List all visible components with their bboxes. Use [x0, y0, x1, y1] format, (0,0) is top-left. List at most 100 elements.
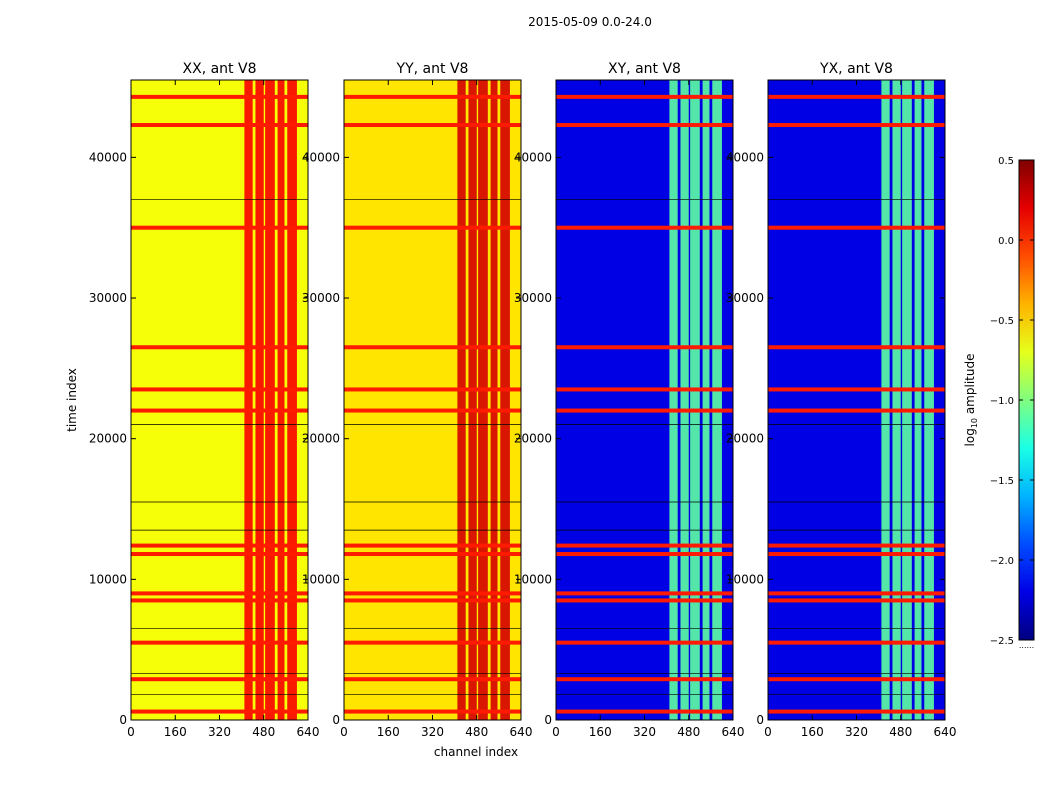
x-tick-label: 0 [552, 725, 560, 739]
y-tick-label: 20000 [89, 432, 127, 446]
flagged-time-row [768, 94, 945, 99]
x-tick-label: 640 [722, 725, 745, 739]
flagged-time-row [556, 387, 733, 392]
flagged-time-row [556, 123, 733, 128]
x-tick-label: 480 [889, 725, 912, 739]
rfi-channel-band [255, 80, 264, 720]
rfi-channel-band [669, 80, 678, 720]
flagged-time-row [131, 677, 308, 682]
x-tick-label: 480 [677, 725, 700, 739]
flagged-time-row [131, 709, 308, 714]
colorbar-tick-label: −1.0 [990, 396, 1014, 407]
rfi-channel-band [265, 80, 275, 720]
y-tick-label: 40000 [302, 150, 340, 164]
x-tick-label: 320 [845, 725, 868, 739]
y-tick-label: 20000 [302, 432, 340, 446]
figure-title: 2015-05-09 0.0-24.0 [528, 15, 652, 29]
x-tick-label: 160 [801, 725, 824, 739]
rfi-channel-band [244, 80, 253, 720]
x-axis-label: channel index [434, 745, 518, 759]
rfi-channel-band [924, 80, 934, 720]
flagged-time-row [344, 552, 521, 557]
colorbar-label: log10 amplitude [963, 354, 979, 447]
colorbar-tick-label: −1.5 [990, 476, 1014, 487]
x-tick-label: 0 [764, 725, 772, 739]
y-tick-label: 20000 [726, 432, 764, 446]
rfi-channel-band [490, 80, 498, 720]
flagged-time-row [131, 640, 308, 645]
y-tick-label: 10000 [514, 572, 552, 586]
flagged-time-row [556, 709, 733, 714]
y-tick-label: 40000 [514, 150, 552, 164]
flagged-time-row [131, 543, 308, 548]
flagged-time-row [556, 598, 733, 603]
colorbar-tick-label: 0.0 [998, 236, 1014, 247]
flagged-time-row [344, 123, 521, 128]
x-tick-label: 640 [510, 725, 533, 739]
flagged-time-row [768, 591, 945, 596]
y-tick-label: 40000 [726, 150, 764, 164]
flagged-time-row [768, 543, 945, 548]
x-tick-label: 480 [465, 725, 488, 739]
y-tick-label: 0 [119, 713, 127, 727]
rfi-channel-band [468, 80, 477, 720]
flagged-time-row [556, 591, 733, 596]
rfi-channel-band [702, 80, 710, 720]
x-tick-label: 480 [252, 725, 275, 739]
colorbar-tick-label: −0.5 [990, 316, 1014, 327]
x-tick-label: 160 [589, 725, 612, 739]
rfi-channel-band [690, 80, 700, 720]
heatmap-panel: YY, ant V8 0 160 320 480 640 0 10000 20000 30000 4… [302, 61, 533, 739]
heatmap-panels: XX, ant V8 0 160 320 480 640 0 10000 20000 30000 4… [89, 61, 957, 739]
panel-title: XX, ant V8 [183, 61, 257, 77]
x-tick-label: 640 [297, 725, 320, 739]
flagged-time-row [131, 591, 308, 596]
flagged-time-row [556, 225, 733, 230]
flagged-time-row [131, 94, 308, 99]
y-tick-label: 30000 [514, 291, 552, 305]
flagged-time-row [131, 408, 308, 413]
flagged-time-row [344, 387, 521, 392]
colorbar-tick-label: −2.5 [990, 636, 1014, 647]
x-tick-label: 160 [164, 725, 187, 739]
colorbar-tick-label: −2.0 [990, 556, 1014, 567]
heatmap-panel: XY, ant V8 0 160 320 480 640 0 10000 20000 30000 4… [514, 61, 745, 739]
rfi-channel-band [881, 80, 890, 720]
flagged-time-row [344, 94, 521, 99]
y-tick-label: 0 [756, 713, 764, 727]
colorbar-tick-label: 0.5 [998, 156, 1014, 167]
panel-title: YX, ant V8 [819, 61, 893, 77]
colorbar-footer: ...... [1019, 641, 1034, 650]
flagged-time-row [768, 387, 945, 392]
flagged-time-row [556, 94, 733, 99]
x-tick-label: 320 [208, 725, 231, 739]
flagged-time-row [131, 387, 308, 392]
flagged-time-row [131, 598, 308, 603]
flagged-time-row [768, 123, 945, 128]
flagged-time-row [344, 345, 521, 350]
flagged-time-row [344, 408, 521, 413]
y-tick-label: 10000 [726, 572, 764, 586]
flagged-time-row [131, 123, 308, 128]
rfi-channel-band [500, 80, 510, 720]
rfi-channel-band [902, 80, 912, 720]
flagged-time-row [556, 543, 733, 548]
flagged-time-row [131, 225, 308, 230]
y-axis-label: time index [65, 368, 79, 432]
flagged-time-row [344, 543, 521, 548]
y-tick-label: 10000 [89, 572, 127, 586]
flagged-time-row [556, 408, 733, 413]
flagged-time-row [768, 598, 945, 603]
flagged-time-row [344, 225, 521, 230]
rfi-channel-band [680, 80, 689, 720]
flagged-time-row [556, 640, 733, 645]
x-tick-label: 0 [127, 725, 135, 739]
y-tick-label: 10000 [302, 572, 340, 586]
flagged-time-row [768, 552, 945, 557]
flagged-time-row [556, 345, 733, 350]
x-tick-label: 320 [633, 725, 656, 739]
y-tick-label: 0 [332, 713, 340, 727]
x-tick-label: 640 [934, 725, 957, 739]
flagged-time-row [556, 677, 733, 682]
heatmap-panel: XX, ant V8 0 160 320 480 640 0 10000 20000 30000 4… [89, 61, 320, 739]
